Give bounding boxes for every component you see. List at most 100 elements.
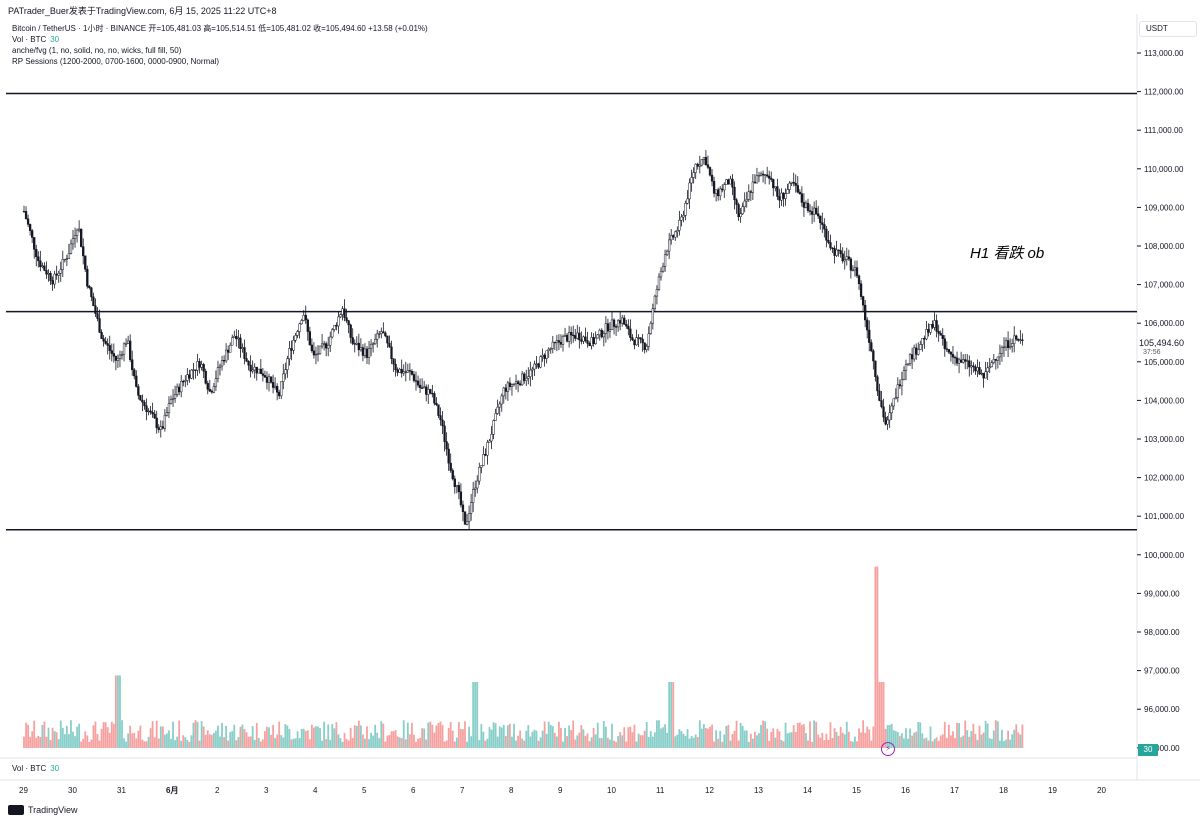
volume-bar [439,721,442,748]
candle-body [714,189,718,194]
vol-legend[interactable]: Vol · BTC 30 [12,35,59,44]
volume-bar [715,730,718,748]
indicator-fvg-legend[interactable]: anche/fvg (1, no, solid, no, no, wicks, … [12,46,182,55]
candle-body [35,249,38,258]
volume-bar [449,722,452,748]
volume-bar [402,720,405,748]
volume-bar [351,737,354,748]
candle-body [294,335,297,341]
volume-bar [476,682,479,748]
candle-body [108,345,111,351]
candle-body [778,196,781,201]
candle-body [135,375,138,387]
candle-body [251,369,254,372]
volume-bar [55,732,58,748]
volume-bar [882,682,885,748]
volume-pane-legend[interactable]: Vol · BTC 30 [12,764,59,773]
candle-body [143,401,146,407]
volume-bar [982,732,985,748]
candle-body [200,364,203,368]
candle-body [190,369,193,379]
volume-bar [651,736,654,748]
candle-body [529,369,532,377]
candle-body [1013,335,1016,344]
indicator-sessions-legend[interactable]: RP Sessions (1200-2000, 0700-1600, 0000-… [12,57,220,66]
volume-bar [696,736,699,748]
candle-body [106,343,109,346]
volume-bar [815,721,818,748]
volume-bar [543,721,546,748]
volume-bar [788,732,791,748]
volume-bar [398,737,401,748]
volume-bar [711,724,713,748]
candle-body [416,380,420,386]
volume-bar [978,725,981,748]
volume-bar [227,740,230,748]
volume-bar [770,731,773,748]
volume-bar [768,740,771,748]
candle-body [137,386,140,396]
candle-body [425,386,428,395]
volume-bar [198,740,201,748]
volume-bar [533,729,536,748]
volume-bar [925,737,928,748]
candle-body [22,211,26,213]
candle-body [894,397,897,400]
volume-bar [200,721,203,748]
volume-bar [396,736,399,748]
volume-bar [725,725,728,748]
volume-bar [133,732,136,748]
candle-body [486,442,489,456]
candle-body [753,181,757,184]
volume-bar [950,735,952,748]
candle-body [819,215,822,223]
candle-body [827,239,830,243]
candle-body [657,276,661,290]
volume-bar [343,733,346,748]
volume-bar [713,741,715,748]
candle-body [594,337,597,344]
lightning-icon[interactable]: ⚡ [881,742,895,756]
candle-body [514,381,518,385]
volume-bar [660,728,662,748]
y-tick-label: 110,000.00 [1144,165,1184,174]
candle-body [400,368,403,374]
volume-bar [274,738,277,748]
candle-body [494,413,497,421]
volume-bar [462,729,464,748]
candle-body [427,389,430,395]
candle-body [280,381,283,397]
candle-body [941,335,944,339]
volume-bar [239,726,242,748]
volume-bar [1013,729,1016,748]
volume-bar [868,729,871,748]
volume-bar [709,726,711,748]
currency-selector[interactable]: USDT [1139,21,1197,37]
volume-bar [149,728,152,748]
candle-body [147,410,150,413]
candle-body [604,323,608,334]
candle-body [590,337,593,347]
candle-body [433,393,436,404]
candle-body [380,331,383,334]
footer-brand[interactable]: TradingView [8,805,78,815]
candle-body [725,179,728,185]
volume-bar [347,740,350,748]
candle-body [220,360,224,367]
candle-body [1006,340,1010,348]
volume-bar [880,682,883,748]
volume-bar [527,725,530,748]
candle-body [149,410,152,413]
volume-bar [566,736,568,748]
volume-bar [803,724,805,748]
candle-body [502,387,505,397]
candle-body [747,191,750,200]
volume-bar [653,732,656,748]
candle-body [884,416,887,425]
candle-body [686,198,689,204]
candle-body [572,334,575,337]
x-tick-label: 31 [117,786,126,795]
candle-body [1000,346,1004,354]
volume-bar [315,726,317,748]
